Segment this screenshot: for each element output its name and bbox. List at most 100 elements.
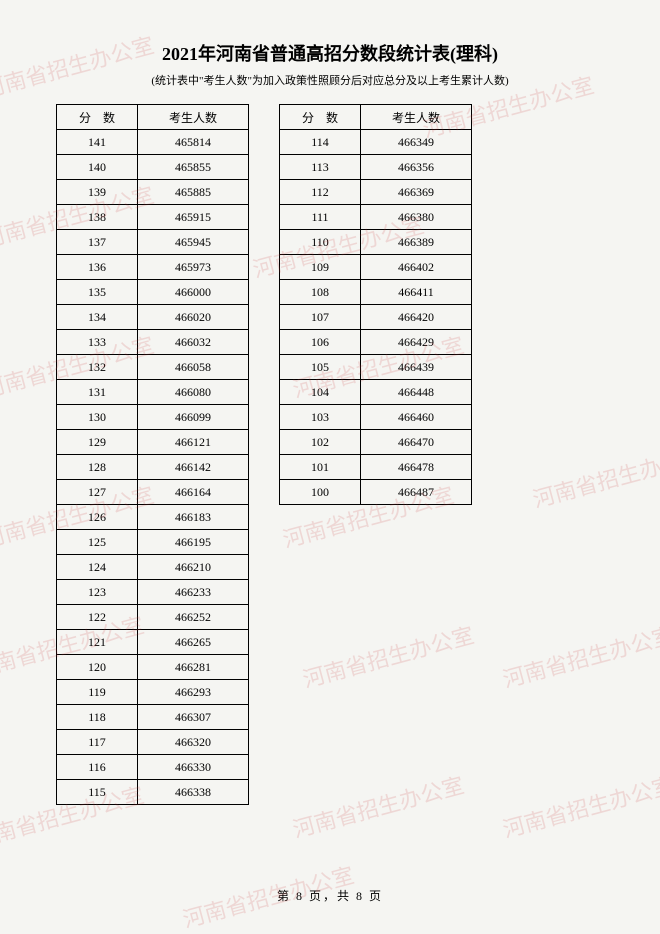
cell-score: 126 <box>57 505 138 530</box>
score-table-left: 分 数 考生人数 1414658141404658551394658851384… <box>56 104 249 805</box>
cell-count: 466478 <box>361 455 472 480</box>
header-count: 考生人数 <box>361 105 472 130</box>
cell-score: 133 <box>57 330 138 355</box>
table-row: 130466099 <box>57 405 249 430</box>
table-row: 103466460 <box>280 405 472 430</box>
table-row: 134466020 <box>57 305 249 330</box>
table-row: 119466293 <box>57 680 249 705</box>
table-row: 128466142 <box>57 455 249 480</box>
cell-score: 130 <box>57 405 138 430</box>
table-row: 107466420 <box>280 305 472 330</box>
cell-score: 124 <box>57 555 138 580</box>
cell-score: 138 <box>57 205 138 230</box>
table-row: 120466281 <box>57 655 249 680</box>
cell-score: 131 <box>57 380 138 405</box>
cell-count: 466032 <box>138 330 249 355</box>
table-row: 106466429 <box>280 330 472 355</box>
cell-count: 466349 <box>361 130 472 155</box>
table-row: 137465945 <box>57 230 249 255</box>
cell-count: 466369 <box>361 180 472 205</box>
cell-score: 111 <box>280 205 361 230</box>
table-row: 118466307 <box>57 705 249 730</box>
table-row: 127466164 <box>57 480 249 505</box>
cell-count: 466330 <box>138 755 249 780</box>
cell-count: 466210 <box>138 555 249 580</box>
cell-score: 139 <box>57 180 138 205</box>
cell-count: 466439 <box>361 355 472 380</box>
cell-count: 466121 <box>138 430 249 455</box>
cell-score: 113 <box>280 155 361 180</box>
table-row: 112466369 <box>280 180 472 205</box>
header-score: 分 数 <box>280 105 361 130</box>
cell-score: 100 <box>280 480 361 505</box>
cell-score: 112 <box>280 180 361 205</box>
cell-score: 110 <box>280 230 361 255</box>
cell-count: 466448 <box>361 380 472 405</box>
table-row: 125466195 <box>57 530 249 555</box>
table-row: 110466389 <box>280 230 472 255</box>
cell-count: 466429 <box>361 330 472 355</box>
cell-count: 466411 <box>361 280 472 305</box>
header-count: 考生人数 <box>138 105 249 130</box>
page-title: 2021年河南省普通高招分数段统计表(理科) <box>50 40 610 66</box>
cell-score: 134 <box>57 305 138 330</box>
table-row: 115466338 <box>57 780 249 805</box>
cell-score: 135 <box>57 280 138 305</box>
cell-count: 466380 <box>361 205 472 230</box>
table-row: 123466233 <box>57 580 249 605</box>
table-row: 114466349 <box>280 130 472 155</box>
cell-count: 466293 <box>138 680 249 705</box>
cell-score: 119 <box>57 680 138 705</box>
cell-count: 466487 <box>361 480 472 505</box>
cell-score: 125 <box>57 530 138 555</box>
cell-score: 109 <box>280 255 361 280</box>
cell-count: 465973 <box>138 255 249 280</box>
cell-score: 121 <box>57 630 138 655</box>
cell-count: 466420 <box>361 305 472 330</box>
cell-count: 466058 <box>138 355 249 380</box>
cell-score: 132 <box>57 355 138 380</box>
cell-count: 466020 <box>138 305 249 330</box>
table-row: 126466183 <box>57 505 249 530</box>
table-row: 139465885 <box>57 180 249 205</box>
cell-count: 466233 <box>138 580 249 605</box>
table-row: 141465814 <box>57 130 249 155</box>
cell-count: 466389 <box>361 230 472 255</box>
cell-count: 466320 <box>138 730 249 755</box>
table-row: 133466032 <box>57 330 249 355</box>
cell-score: 117 <box>57 730 138 755</box>
cell-score: 115 <box>57 780 138 805</box>
page-footer: 第 8 页，共 8 页 <box>0 887 660 904</box>
page-container: 2021年河南省普通高招分数段统计表(理科) (统计表中"考生人数"为加入政策性… <box>0 0 660 805</box>
cell-count: 465814 <box>138 130 249 155</box>
score-table-right: 分 数 考生人数 1144663491134663561124663691114… <box>279 104 472 505</box>
cell-count: 466000 <box>138 280 249 305</box>
table-header-row: 分 数 考生人数 <box>280 105 472 130</box>
table-row: 109466402 <box>280 255 472 280</box>
cell-count: 466183 <box>138 505 249 530</box>
table-row: 105466439 <box>280 355 472 380</box>
table-row: 132466058 <box>57 355 249 380</box>
cell-score: 105 <box>280 355 361 380</box>
cell-score: 136 <box>57 255 138 280</box>
table-row: 135466000 <box>57 280 249 305</box>
cell-count: 466164 <box>138 480 249 505</box>
table-row: 121466265 <box>57 630 249 655</box>
cell-count: 466470 <box>361 430 472 455</box>
tables-wrapper: 分 数 考生人数 1414658141404658551394658851384… <box>50 104 610 805</box>
cell-count: 466460 <box>361 405 472 430</box>
table-row: 116466330 <box>57 755 249 780</box>
table-row: 111466380 <box>280 205 472 230</box>
cell-score: 141 <box>57 130 138 155</box>
cell-count: 466402 <box>361 255 472 280</box>
cell-score: 128 <box>57 455 138 480</box>
table-row: 113466356 <box>280 155 472 180</box>
cell-score: 102 <box>280 430 361 455</box>
cell-count: 465885 <box>138 180 249 205</box>
cell-score: 101 <box>280 455 361 480</box>
cell-count: 465855 <box>138 155 249 180</box>
cell-score: 123 <box>57 580 138 605</box>
cell-count: 466356 <box>361 155 472 180</box>
cell-score: 108 <box>280 280 361 305</box>
table-header-row: 分 数 考生人数 <box>57 105 249 130</box>
